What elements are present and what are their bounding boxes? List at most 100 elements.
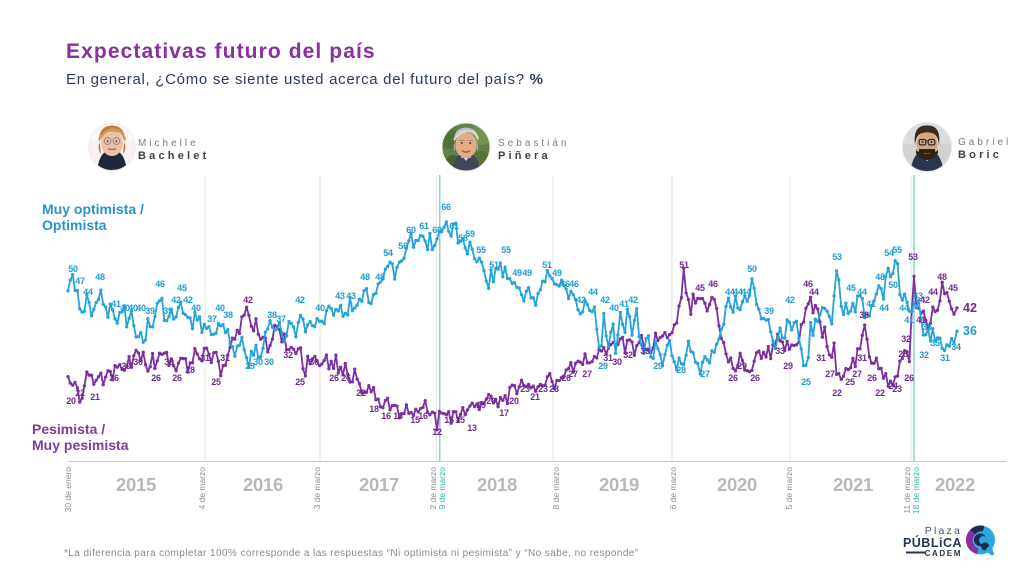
svg-text:En general, ¿Cómo se siente us: En general, ¿Cómo se siente usted acerca… [66, 71, 544, 88]
svg-text:61: 61 [419, 221, 429, 231]
svg-text:38: 38 [223, 310, 233, 320]
svg-text:51: 51 [679, 260, 689, 270]
svg-text:27: 27 [582, 369, 592, 379]
svg-text:44: 44 [725, 287, 735, 297]
svg-text:41: 41 [619, 299, 629, 309]
svg-text:42: 42 [171, 295, 181, 305]
svg-text:60: 60 [406, 225, 416, 235]
svg-text:46: 46 [560, 279, 570, 289]
svg-text:55: 55 [476, 245, 486, 255]
svg-text:49: 49 [522, 268, 532, 278]
svg-text:32: 32 [623, 350, 633, 360]
svg-text:28: 28 [185, 365, 195, 375]
svg-text:30: 30 [612, 357, 622, 367]
svg-text:42: 42 [295, 295, 305, 305]
svg-text:37: 37 [276, 314, 286, 324]
svg-text:37: 37 [207, 314, 217, 324]
svg-text:31: 31 [857, 353, 867, 363]
svg-text:32: 32 [919, 350, 929, 360]
svg-text:46: 46 [569, 279, 579, 289]
svg-text:31: 31 [603, 353, 613, 363]
svg-text:2015: 2015 [116, 474, 156, 495]
svg-text:30: 30 [164, 357, 174, 367]
svg-text:43: 43 [335, 291, 345, 301]
svg-text:59: 59 [465, 229, 475, 239]
svg-text:2020: 2020 [717, 474, 757, 495]
svg-text:36: 36 [963, 324, 977, 338]
svg-text:15: 15 [444, 415, 454, 425]
svg-text:23: 23 [520, 384, 530, 394]
svg-text:26: 26 [109, 373, 119, 383]
svg-text:31: 31 [220, 353, 230, 363]
svg-text:48: 48 [375, 272, 385, 282]
svg-text:11 de marzo: 11 de marzo [902, 467, 912, 514]
svg-text:29: 29 [121, 361, 131, 371]
svg-text:24: 24 [888, 381, 898, 391]
svg-text:61: 61 [449, 221, 459, 231]
svg-text:25: 25 [845, 377, 855, 387]
svg-text:54: 54 [884, 248, 894, 258]
svg-text:26: 26 [867, 373, 877, 383]
svg-text:8 de marzo: 8 de marzo [551, 467, 561, 510]
svg-text:49: 49 [552, 268, 562, 278]
svg-text:50: 50 [747, 264, 757, 274]
svg-text:46: 46 [803, 279, 813, 289]
svg-text:51: 51 [542, 260, 552, 270]
svg-text:27: 27 [825, 369, 835, 379]
svg-text:49: 49 [512, 268, 522, 278]
svg-text:2016: 2016 [243, 474, 283, 495]
svg-text:Pesimista /: Pesimista / [32, 421, 105, 437]
svg-text:16: 16 [393, 411, 403, 421]
svg-text:44: 44 [857, 287, 867, 297]
svg-text:41: 41 [904, 315, 914, 325]
svg-text:42: 42 [183, 295, 193, 305]
svg-text:31: 31 [200, 353, 210, 363]
svg-text:58: 58 [458, 233, 468, 243]
svg-text:44: 44 [899, 303, 909, 313]
svg-text:40: 40 [128, 303, 138, 313]
svg-text:43: 43 [913, 291, 923, 301]
svg-text:22: 22 [75, 388, 85, 398]
svg-text:31: 31 [940, 353, 950, 363]
svg-text:Muy optimista /: Muy optimista / [42, 201, 144, 217]
svg-text:9 de marzo: 9 de marzo [437, 467, 447, 510]
svg-text:3 de marzo: 3 de marzo [312, 467, 322, 510]
svg-text:29: 29 [598, 361, 608, 371]
svg-text:33: 33 [775, 346, 785, 356]
svg-text:CADEM: CADEM [925, 549, 962, 558]
svg-text:42: 42 [920, 295, 930, 305]
svg-text:53: 53 [908, 252, 918, 262]
svg-text:44: 44 [741, 287, 751, 297]
svg-text:50: 50 [888, 280, 898, 290]
svg-text:16: 16 [418, 411, 428, 421]
svg-text:23: 23 [549, 384, 559, 394]
svg-text:32: 32 [283, 350, 293, 360]
svg-text:21: 21 [530, 392, 540, 402]
svg-text:16: 16 [381, 411, 391, 421]
svg-text:40: 40 [215, 303, 225, 313]
svg-text:PÚBLiCA: PÚBLiCA [903, 535, 962, 550]
svg-text:42: 42 [963, 301, 977, 315]
svg-text:30 de enero: 30 de enero [63, 467, 73, 513]
svg-text:15: 15 [455, 415, 465, 425]
svg-text:40: 40 [120, 303, 130, 313]
svg-text:23: 23 [538, 384, 548, 394]
svg-text:Expectativas futuro del país: Expectativas futuro del país [66, 40, 376, 63]
svg-text:44: 44 [809, 287, 819, 297]
svg-text:35: 35 [922, 322, 932, 332]
svg-text:Gabriel: Gabriel [958, 137, 1011, 148]
svg-text:46: 46 [708, 279, 718, 289]
svg-text:48: 48 [937, 272, 947, 282]
svg-text:48: 48 [875, 272, 885, 282]
svg-text:48: 48 [360, 272, 370, 282]
svg-text:2021: 2021 [833, 474, 873, 495]
svg-text:44: 44 [588, 287, 598, 297]
svg-text:31: 31 [816, 353, 826, 363]
svg-text:30: 30 [133, 357, 143, 367]
svg-text:Plaza: Plaza [925, 525, 962, 537]
svg-text:17: 17 [499, 408, 509, 418]
svg-text:26: 26 [172, 373, 182, 383]
svg-text:54: 54 [383, 248, 393, 258]
svg-text:27: 27 [700, 369, 710, 379]
svg-text:Boric: Boric [958, 149, 1002, 161]
